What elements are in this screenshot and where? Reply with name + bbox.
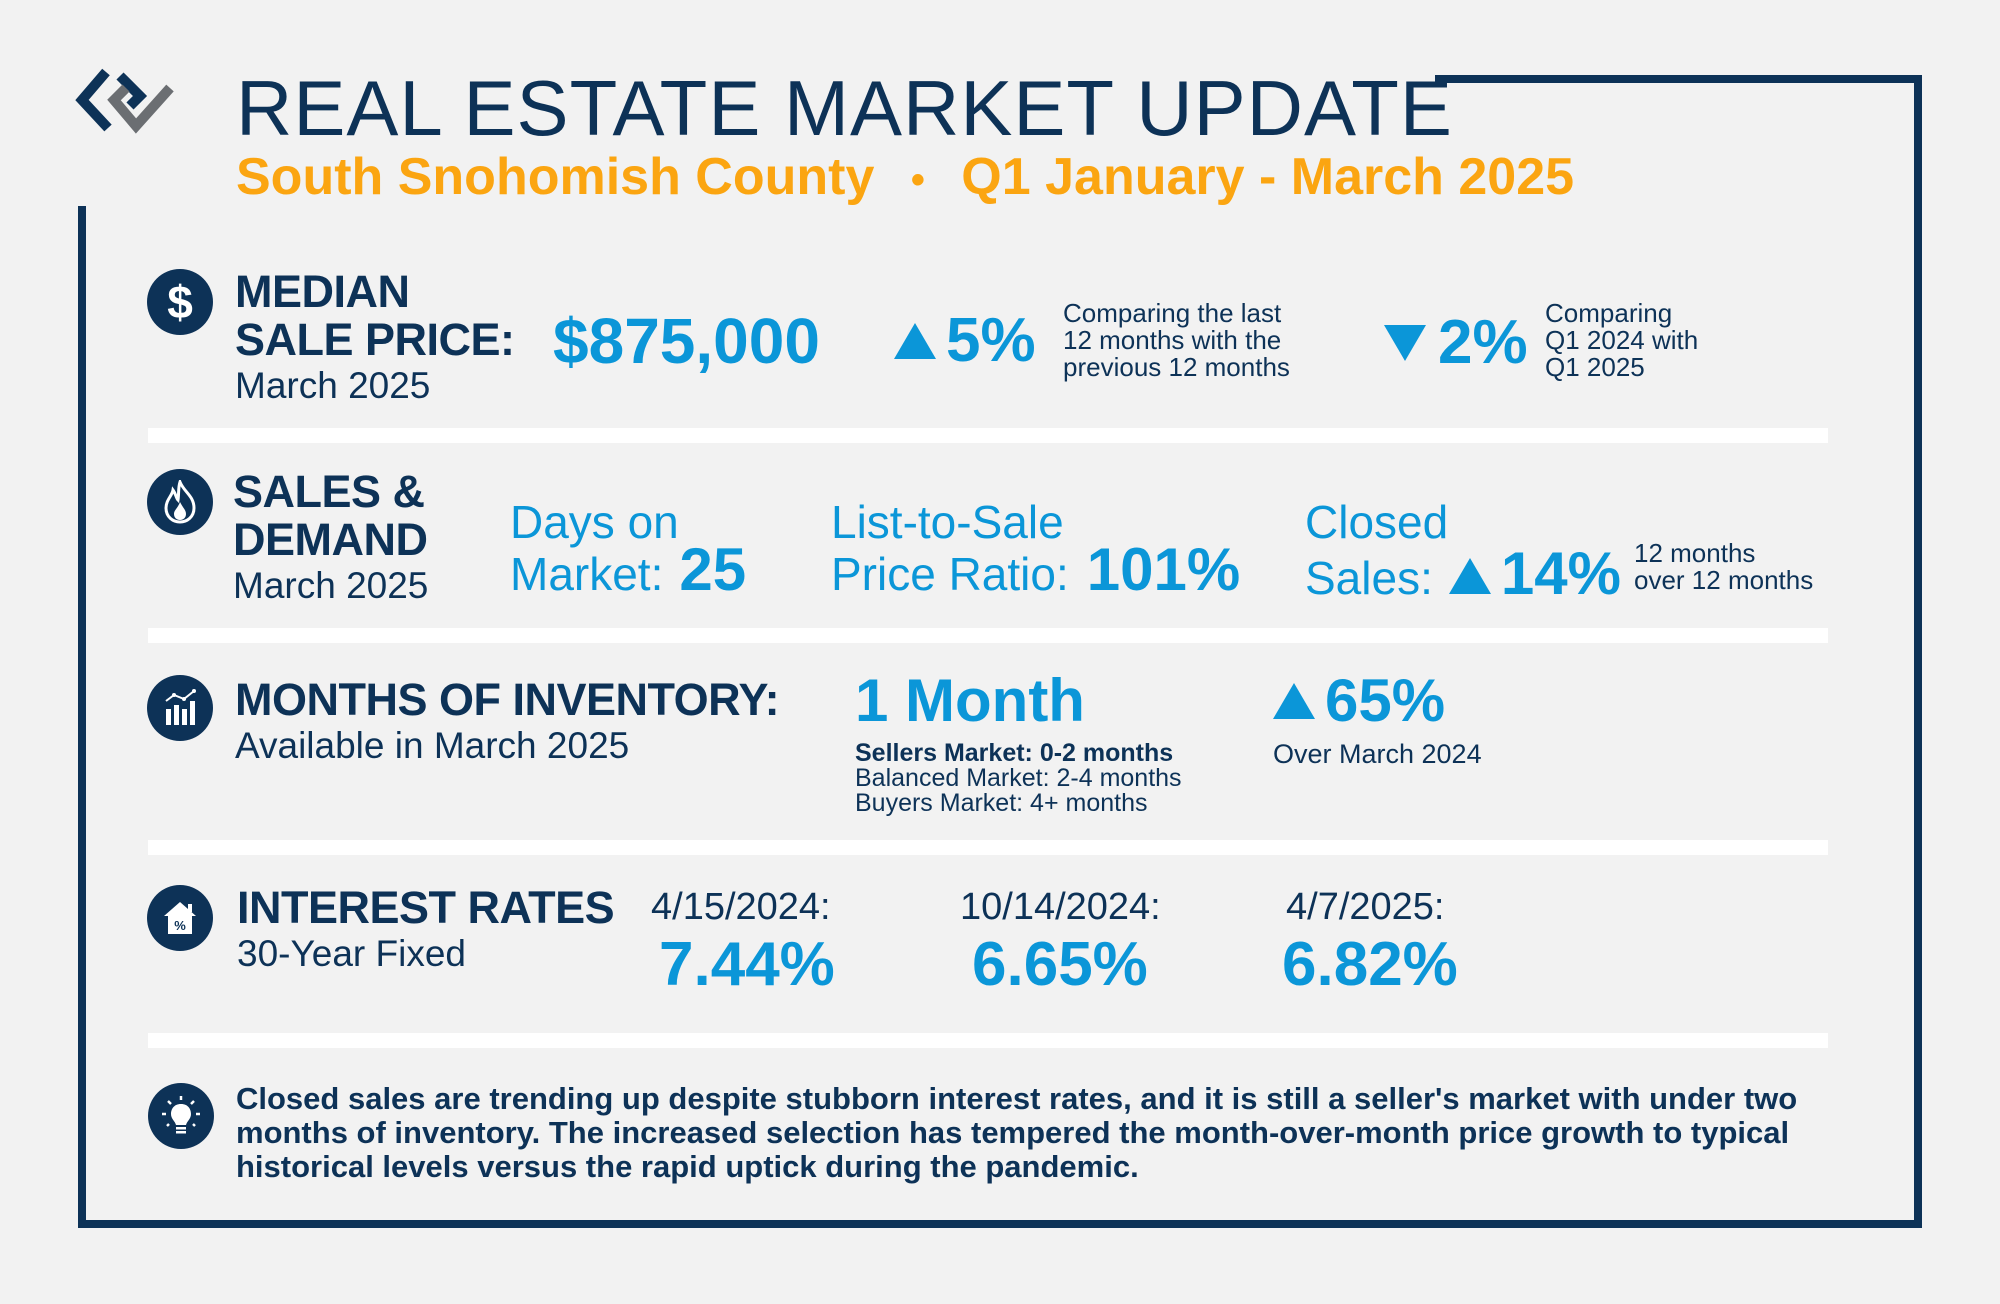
arrow-up-icon xyxy=(1448,558,1491,594)
note-line: 12 months xyxy=(1634,538,1756,568)
note-line: Comparing the last xyxy=(1063,298,1282,328)
sales-period: March 2025 xyxy=(233,565,429,606)
rate-item: 4/7/2025: 6.82% xyxy=(1282,886,1486,1000)
legend-balanced: Balanced Market: 2-4 months xyxy=(855,764,1182,792)
note-line: Q1 2025 xyxy=(1545,352,1645,382)
rate-value: 6.65% xyxy=(972,930,1148,999)
rate-value: 7.44% xyxy=(659,930,835,999)
median-label-line1: MEDIAN xyxy=(235,266,410,317)
closed-value: 14% xyxy=(1500,540,1621,607)
note-line: over 12 months xyxy=(1634,565,1814,595)
frame-border-bottom xyxy=(78,1220,1922,1228)
section-divider xyxy=(148,628,1828,643)
sales-label-line2: DEMAND xyxy=(233,514,428,565)
legend-sellers: Sellers Market: 0-2 months xyxy=(855,739,1174,767)
windermere-logo-icon xyxy=(70,66,195,138)
rate-date: 4/7/2025: xyxy=(1286,886,1445,928)
page-subtitle: South Snohomish County • Q1 January - Ma… xyxy=(236,146,1574,211)
rate-date: 4/15/2024: xyxy=(651,886,831,928)
sales-demand-label: SALES & DEMAND March 2025 xyxy=(233,468,428,608)
closed-label-line2: Sales: xyxy=(1305,552,1433,604)
market-legend: Sellers Market: 0-2 months Balanced Mark… xyxy=(855,741,1182,816)
frame-border-top xyxy=(1435,75,1922,83)
note-line: Comparing xyxy=(1545,298,1673,328)
note-line: 12 months with the xyxy=(1063,325,1282,355)
frame-border-right xyxy=(1914,75,1922,1228)
inventory-change-value: 65% xyxy=(1325,667,1446,734)
subtitle-region: South Snohomish County xyxy=(236,148,875,206)
median-change-quarter: 2% xyxy=(1384,310,1528,376)
arrow-up-icon xyxy=(894,323,936,359)
bar-chart-icon xyxy=(147,675,213,741)
inventory-change: 65% xyxy=(1273,666,1445,736)
frame-border-left xyxy=(78,206,86,1228)
sales-label-line1: SALES & xyxy=(233,466,425,517)
ratio-value: 101% xyxy=(1086,536,1241,603)
interest-rates-title: INTEREST RATES xyxy=(237,882,615,933)
closed-sales-note: 12 months over 12 months xyxy=(1634,540,1813,594)
ratio-label-line1: List-to-Sale xyxy=(831,496,1064,548)
fire-icon xyxy=(147,469,213,535)
summary-text: Closed sales are trending up despite stu… xyxy=(236,1081,1798,1184)
legend-buyers: Buyers Market: 4+ months xyxy=(855,789,1148,817)
note-line: previous 12 months xyxy=(1063,352,1290,382)
closed-label-line1: Closed xyxy=(1305,496,1449,548)
section-divider xyxy=(148,1033,1828,1048)
median-change-yoy-note: Comparing the last 12 months with the pr… xyxy=(1063,300,1290,381)
median-label-line2: SALE PRICE: xyxy=(235,314,515,365)
median-change-quarter-note: Comparing Q1 2024 with Q1 2025 xyxy=(1545,300,1698,381)
inventory-title: MONTHS OF INVENTORY: xyxy=(235,674,780,725)
median-change-quarter-value: 2% xyxy=(1438,308,1528,377)
interest-rates-sublabel: 30-Year Fixed xyxy=(237,933,466,974)
rate-item: 4/15/2024: 7.44% xyxy=(651,886,851,1000)
median-period: March 2025 xyxy=(235,365,431,406)
inventory-label: MONTHS OF INVENTORY: Available in March … xyxy=(235,674,780,768)
median-price-label: MEDIAN SALE PRICE: March 2025 xyxy=(235,268,515,408)
rate-item: 10/14/2024: 6.65% xyxy=(960,886,1180,1000)
subtitle-period: Q1 January - March 2025 xyxy=(961,148,1575,206)
inventory-sublabel: Available in March 2025 xyxy=(235,725,630,766)
note-line: Q1 2024 with xyxy=(1545,325,1699,355)
subtitle-separator: • xyxy=(910,158,925,203)
interest-rates-label: INTEREST RATES 30-Year Fixed xyxy=(237,882,615,976)
page-title: REAL ESTATE MARKET UPDATE xyxy=(236,64,1453,152)
house-percent-icon: % xyxy=(147,885,213,951)
svg-text:%: % xyxy=(174,918,186,933)
inventory-change-note: Over March 2024 xyxy=(1273,739,1482,769)
section-divider xyxy=(148,428,1828,443)
section-divider xyxy=(148,840,1828,855)
inventory-value: 1 Month xyxy=(855,667,1085,734)
median-change-yoy: 5% xyxy=(894,308,1036,374)
arrow-down-icon xyxy=(1384,325,1426,361)
ratio-label-line2: Price Ratio: xyxy=(831,548,1069,600)
rate-date: 10/14/2024: xyxy=(960,886,1161,928)
dollar-icon: $ xyxy=(147,269,213,335)
dom-label-line1: Days on xyxy=(510,496,679,548)
dom-value: 25 xyxy=(679,536,747,603)
median-change-yoy-value: 5% xyxy=(946,306,1036,375)
list-to-sale-ratio: List-to-Sale Price Ratio: 101% xyxy=(831,496,1241,603)
median-price-value: $875,000 xyxy=(553,305,820,377)
lightbulb-icon xyxy=(148,1083,214,1149)
arrow-up-icon xyxy=(1273,683,1315,719)
closed-sales: Closed Sales: 14% xyxy=(1305,496,1621,607)
dom-label-line2: Market: xyxy=(510,548,664,600)
rate-value: 6.82% xyxy=(1282,930,1458,999)
days-on-market: Days on Market: 25 xyxy=(510,496,747,603)
